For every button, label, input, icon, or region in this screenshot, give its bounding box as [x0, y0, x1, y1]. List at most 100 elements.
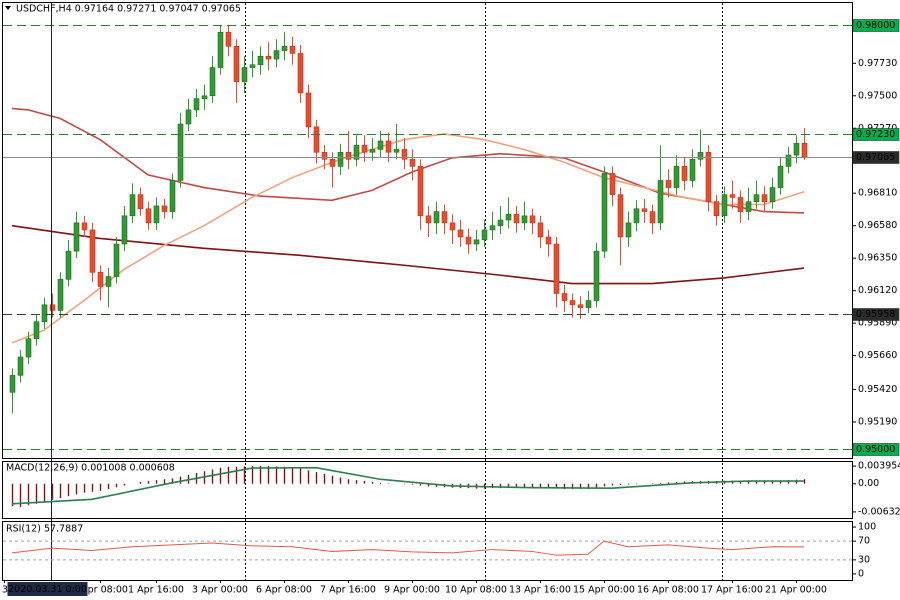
candle-body — [113, 243, 120, 277]
candle-body — [369, 149, 376, 153]
y-tick-label: 0.95660 — [858, 350, 897, 361]
candle-body — [169, 180, 176, 212]
candle-body — [433, 211, 440, 224]
candle-body — [9, 375, 16, 393]
candle-body — [753, 194, 760, 202]
candle-body — [337, 151, 344, 167]
price-level-label: 0.97065 — [856, 152, 895, 163]
candle-body — [313, 126, 320, 153]
rsi-title: RSI(12) 57.7887 — [6, 524, 83, 535]
price-level-box — [852, 19, 900, 32]
candle-body — [761, 194, 768, 202]
y-tick-label: 0.96120 — [858, 285, 897, 296]
candle-body — [57, 279, 64, 311]
candle-body — [681, 166, 688, 181]
candle-body — [465, 236, 472, 245]
price-level-label: 0.95958 — [856, 309, 895, 320]
candle-body — [737, 197, 744, 212]
y-tick-label: 0.96350 — [858, 253, 897, 264]
candle-body — [625, 222, 632, 238]
candle-body — [17, 356, 24, 376]
candle-body — [137, 194, 144, 210]
moving-average — [11, 224, 805, 285]
candle-body — [225, 31, 232, 47]
candle-body — [105, 276, 112, 287]
candle-body — [217, 31, 224, 68]
moving-average — [11, 133, 805, 344]
time-label: 1 Apr 08:00 — [72, 585, 128, 596]
price-level-box — [852, 308, 900, 321]
candle-body — [161, 205, 168, 212]
candle-body — [529, 215, 536, 224]
candle-body — [593, 250, 600, 301]
rsi-line — [11, 540, 805, 556]
time-label: 6 Apr 08:00 — [256, 585, 312, 596]
candle-body — [473, 239, 480, 245]
y-tick-label: 70 — [858, 536, 870, 547]
candle-body — [145, 208, 152, 224]
y-tick-label: 0.95420 — [858, 384, 897, 395]
candle-body — [513, 214, 520, 224]
y-tick-label: 100 — [858, 522, 876, 533]
candle-body — [457, 229, 464, 238]
time-label: 7 Apr 16:00 — [320, 585, 376, 596]
candle-body — [697, 151, 704, 160]
candle-body — [609, 173, 616, 195]
candle-body — [745, 201, 752, 212]
time-label: 3 Apr 00:00 — [192, 585, 248, 596]
candle-body — [81, 222, 88, 231]
candle-body — [361, 144, 368, 153]
candle-body — [777, 166, 784, 188]
candle-body — [257, 55, 264, 66]
candle-body — [801, 142, 808, 158]
candle-body — [321, 151, 328, 160]
candle-body — [65, 250, 72, 280]
candle-body — [25, 338, 32, 358]
crosshair-time-label: 2020.03.31 0:00 — [8, 584, 87, 595]
y-tick-label: 30 — [858, 554, 870, 565]
candle-body — [505, 214, 512, 221]
candle-body — [329, 159, 336, 167]
candle-body — [689, 159, 696, 181]
candle-body — [305, 92, 312, 128]
candle-body — [193, 98, 200, 111]
candle-body — [497, 219, 504, 226]
candle-body — [33, 321, 40, 339]
y-tick-label: -0.00632 — [858, 506, 900, 517]
candle-body — [265, 55, 272, 60]
candle-body — [713, 201, 720, 217]
candle-body — [441, 211, 448, 224]
time-label: 15 Apr 00:00 — [573, 585, 635, 596]
time-label: 10 Apr 08:00 — [445, 585, 507, 596]
time-label: 1 Apr 16:00 — [128, 585, 184, 596]
candle-body — [153, 205, 160, 224]
candle-body — [185, 109, 192, 125]
time-label: 21 Apr 00:00 — [765, 585, 827, 596]
menu-arrow[interactable] — [5, 6, 11, 10]
candle-body — [553, 243, 560, 294]
chart-title: USDCHF,H4 0.97164 0.97271 0.97047 0.9706… — [16, 4, 241, 15]
time-label: 13 Apr 16:00 — [509, 585, 571, 596]
main-panel — [2, 2, 853, 459]
candle-body — [201, 95, 208, 99]
candle-body — [641, 208, 648, 212]
candle-body — [545, 236, 552, 245]
candle-body — [49, 304, 56, 311]
y-tick-label: 0.95890 — [858, 318, 897, 329]
candle-body — [721, 194, 728, 217]
y-tick-label: 0.97500 — [858, 90, 897, 101]
time-label: 16 Apr 08:00 — [637, 585, 699, 596]
candle-body — [657, 180, 664, 224]
candle-body — [673, 166, 680, 188]
candle-body — [273, 50, 280, 60]
candle-body — [537, 222, 544, 238]
candle-body — [665, 180, 672, 188]
candle-body — [577, 304, 584, 308]
candle-body — [249, 64, 256, 68]
candle-body — [121, 215, 128, 245]
price-level-label: 0.98000 — [856, 20, 895, 31]
candle-body — [569, 300, 576, 306]
price-level-box — [852, 151, 900, 164]
y-tick-label: 0.00 — [858, 478, 879, 489]
